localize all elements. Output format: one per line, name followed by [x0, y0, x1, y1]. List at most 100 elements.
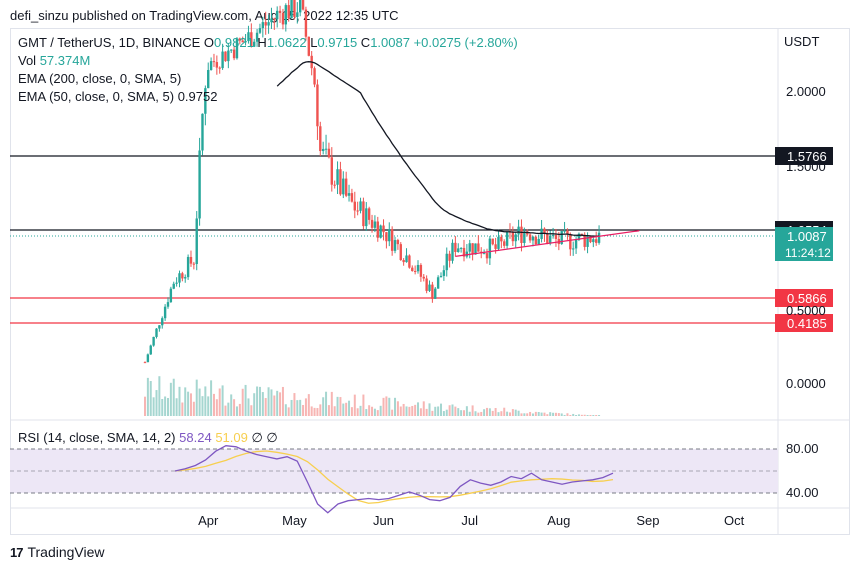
- trend-line: [455, 230, 640, 258]
- volume-bar: [359, 405, 362, 416]
- candle-body: [574, 239, 578, 249]
- volume-bar: [281, 386, 284, 416]
- rsi-lines: [174, 445, 614, 514]
- volume-bar: [169, 382, 172, 416]
- volume-bar: [253, 393, 256, 416]
- ema50-line: [276, 61, 600, 237]
- volume-bar: [316, 408, 319, 416]
- level-tag: [775, 314, 833, 332]
- volume-bar: [207, 396, 210, 416]
- candle-body: [146, 354, 150, 363]
- volume-bar: [273, 395, 276, 416]
- time-tick-label: May: [282, 513, 307, 528]
- candle-body: [293, 0, 296, 17]
- candle-body: [594, 239, 598, 243]
- rsi-tick-label: 80.00: [786, 441, 819, 456]
- candle-body: [313, 68, 316, 85]
- volume-value: 57.374M: [39, 53, 91, 68]
- volume-bar: [417, 402, 420, 416]
- volume-bar: [178, 386, 181, 416]
- candle-body: [569, 234, 572, 250]
- candle-body: [376, 221, 379, 238]
- candle-body: [330, 157, 333, 185]
- ohlc-label: O: [203, 35, 215, 50]
- volume-bar: [428, 403, 431, 416]
- volume-bar: [560, 413, 563, 416]
- candle-body: [244, 41, 247, 43]
- candle-body: [503, 241, 506, 246]
- candle-body: [247, 32, 250, 42]
- volume-bar: [497, 412, 500, 416]
- volume-bar: [523, 413, 526, 416]
- candle-body: [267, 22, 270, 26]
- candle-body: [474, 243, 477, 255]
- candle-body: [321, 148, 325, 152]
- candle-body: [434, 288, 437, 299]
- volume-bar: [580, 414, 583, 416]
- candle-body: [523, 231, 526, 243]
- volume-bar: [494, 407, 497, 416]
- volume-bar: [261, 392, 264, 416]
- candle-body: [324, 148, 328, 150]
- volume-bar: [477, 412, 480, 416]
- volume-bar: [554, 412, 557, 416]
- volume-bar: [241, 388, 244, 416]
- candle-body: [275, 10, 279, 20]
- candle-body: [255, 32, 259, 42]
- volume-bar: [221, 385, 224, 416]
- volume-bar: [235, 406, 238, 416]
- candle-body: [546, 233, 549, 244]
- candle-body: [209, 61, 213, 70]
- volume-bar: [480, 411, 483, 416]
- candle-body: [356, 210, 359, 212]
- candle-body: [333, 184, 336, 186]
- candle-body: [445, 253, 448, 271]
- candle-body: [367, 208, 371, 220]
- candle-body: [592, 239, 595, 243]
- candle-body: [382, 225, 385, 233]
- volume-bar: [284, 404, 287, 416]
- volume-bar: [302, 404, 305, 416]
- volume-bar: [511, 409, 514, 416]
- candle-body: [230, 49, 233, 51]
- volume-bar: [549, 412, 552, 416]
- volume-bar: [457, 408, 460, 416]
- volume-bar: [485, 407, 488, 416]
- level-tag: [775, 147, 833, 165]
- candle-body: [253, 41, 256, 47]
- candle-body: [215, 62, 219, 68]
- volume-bar: [460, 410, 463, 416]
- volume-bar: [276, 390, 279, 416]
- volume-bar: [184, 387, 187, 416]
- volume-bar: [224, 405, 227, 416]
- candle-body: [390, 229, 394, 251]
- volume-bar: [258, 386, 261, 416]
- symbol-legend: GMT / TetherUS, 1D, BINANCE O0.9821 H1.0…: [18, 35, 518, 50]
- candle-body: [278, 10, 282, 14]
- volume-bar: [537, 412, 540, 416]
- volume-bar: [212, 393, 215, 416]
- candle-body: [471, 243, 474, 255]
- candle-body: [365, 208, 368, 227]
- candle-body: [405, 255, 408, 263]
- volume-bar: [345, 402, 348, 416]
- candle-body: [373, 221, 377, 228]
- volume-bar: [336, 396, 339, 416]
- candle-body: [344, 178, 348, 196]
- volume-bar: [195, 379, 198, 416]
- footer-brand[interactable]: 17 TradingView: [10, 544, 105, 560]
- candle-body: [273, 18, 276, 20]
- volume-bar: [557, 413, 560, 416]
- candle-body: [543, 228, 546, 234]
- candle-body: [227, 50, 230, 62]
- volume-bar: [589, 415, 592, 416]
- candle-body: [491, 238, 494, 245]
- ohlc-value: 1.0087: [370, 35, 410, 50]
- volume-bar: [365, 409, 368, 416]
- candle-body: [560, 231, 563, 245]
- volume-bar: [287, 407, 290, 416]
- volume-bar: [189, 393, 192, 416]
- candle-body: [238, 38, 242, 41]
